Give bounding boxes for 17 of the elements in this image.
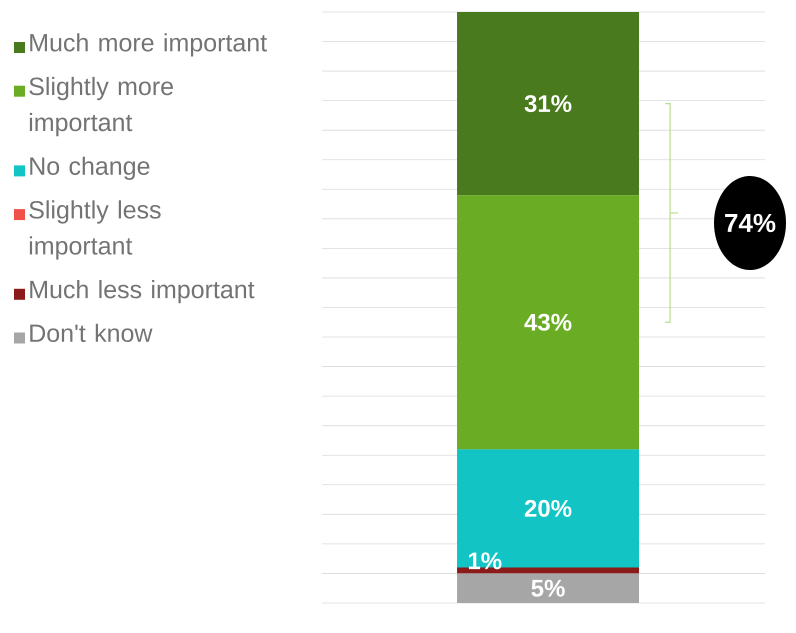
legend-label: Slightly less important xyxy=(29,200,161,260)
bar xyxy=(457,12,640,196)
bar xyxy=(457,573,640,603)
legend-label: Much less important xyxy=(30,280,254,304)
annotation: 74% xyxy=(725,214,776,232)
legend-label: Slightly more important xyxy=(29,76,173,136)
bar xyxy=(457,568,640,574)
data-label: 43% xyxy=(524,314,572,331)
bar xyxy=(457,195,640,450)
data-label: 1% xyxy=(468,552,502,570)
bar xyxy=(457,449,640,568)
legend-label: No change xyxy=(30,156,150,180)
data-label: 5% xyxy=(531,580,565,597)
legend-label: Much more important xyxy=(30,33,267,56)
data-label: 20% xyxy=(524,500,572,517)
data-label: 31% xyxy=(524,95,572,112)
legend-label: Don't know xyxy=(30,324,153,342)
